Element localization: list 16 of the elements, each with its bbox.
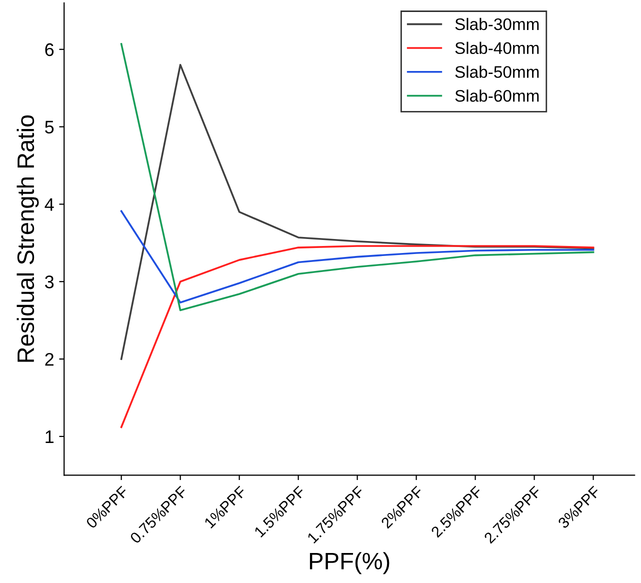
line-series	[120, 43, 594, 312]
line-series	[120, 64, 594, 360]
legend-label: Slab-50mm	[455, 66, 539, 78]
legend-label: Slab-60mm	[455, 90, 539, 102]
y-tick-label: 1	[46, 430, 54, 443]
line-series	[120, 210, 594, 304]
legend-label: Slab-40mm	[455, 42, 539, 54]
y-axis-title: Residual Strength Ratio	[16, 115, 39, 362]
y-tick-label: 3	[45, 276, 54, 288]
x-axis-title: PPF(%)	[310, 552, 390, 574]
line-series	[120, 245, 594, 428]
y-tick-label: 4	[44, 198, 54, 211]
y-tick-label: 2	[45, 352, 54, 366]
y-tick-label: 6	[45, 43, 54, 56]
legend-label: Slab-30mm	[455, 18, 539, 30]
y-tick-label: 5	[45, 120, 54, 134]
